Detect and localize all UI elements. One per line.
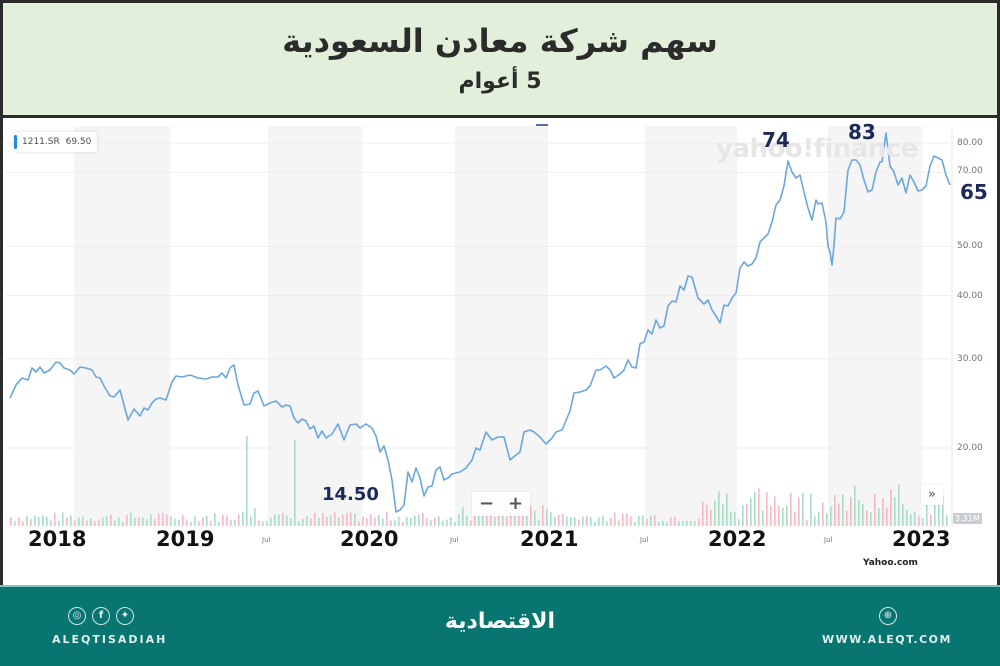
- price-chart: [6, 126, 953, 526]
- x-label-jul: Jul: [450, 536, 459, 544]
- range-handle[interactable]: [536, 124, 548, 126]
- y-tick: 40.00: [957, 291, 983, 301]
- x-label-jul: Jul: [824, 536, 833, 544]
- x-label-jul: Jul: [640, 536, 649, 544]
- x-label-2022: 2022: [708, 527, 767, 551]
- facebook-icon[interactable]: f: [92, 607, 110, 625]
- x-label-jul: Jul: [262, 536, 271, 544]
- zoom-out-button[interactable]: −: [478, 493, 495, 514]
- brand-logo: الاقتصادية: [444, 609, 556, 634]
- volume-bars: [10, 436, 948, 526]
- zoom-in-button[interactable]: +: [507, 493, 524, 514]
- x-label-2021: 2021: [520, 527, 579, 551]
- social-links: ◎ f ✦: [68, 607, 134, 625]
- period-bands: [74, 126, 922, 526]
- website-link[interactable]: WWW.ALEQT.COM: [822, 633, 952, 646]
- annotation-last-65: 65: [960, 180, 988, 204]
- ticker-price: 69.50: [65, 137, 92, 147]
- y-tick: 50.00: [957, 241, 983, 251]
- ticker-symbol: 1211.SR: [22, 137, 60, 147]
- y-tick: 20.00: [957, 443, 983, 453]
- instagram-icon[interactable]: ◎: [68, 607, 86, 625]
- volume-max-label: 3.31M: [953, 513, 982, 524]
- y-tick: 80.00: [957, 138, 983, 148]
- chart-title: سهم شركة معادن السعودية: [282, 22, 718, 60]
- annotation-peak-83: 83: [848, 120, 876, 144]
- annotation-low-14-50: 14.50: [322, 484, 379, 505]
- annotation-peak-74: 74: [762, 128, 790, 152]
- social-handle: ALEQTISADIAH: [52, 633, 168, 646]
- series-color-marker: [14, 135, 17, 149]
- x-label-2019: 2019: [156, 527, 215, 551]
- source-label: Yahoo.com: [863, 558, 918, 568]
- yahoo-finance-watermark: yahoo!finance: [716, 134, 918, 164]
- price-line: [9, 132, 951, 513]
- globe-icon: ⊕: [879, 607, 897, 625]
- y-tick: 30.00: [957, 354, 983, 364]
- x-label-2020: 2020: [340, 527, 399, 551]
- header: سهم شركة معادن السعودية 5 أعوام: [0, 0, 1000, 118]
- y-tick: 70.00: [957, 166, 983, 176]
- zoom-controls: − +: [472, 492, 530, 516]
- footer: ◎ f ✦ ALEQTISADIAH الاقتصادية ⊕ WWW.ALEQ…: [0, 585, 1000, 666]
- x-label-2018: 2018: [28, 527, 87, 551]
- x-label-2023: 2023: [892, 527, 951, 551]
- scroll-right-button[interactable]: »: [921, 485, 943, 505]
- ticker-legend: 1211.SR 69.50: [14, 132, 98, 152]
- chart-subtitle: 5 أعوام: [458, 69, 542, 94]
- twitter-icon[interactable]: ✦: [116, 607, 134, 625]
